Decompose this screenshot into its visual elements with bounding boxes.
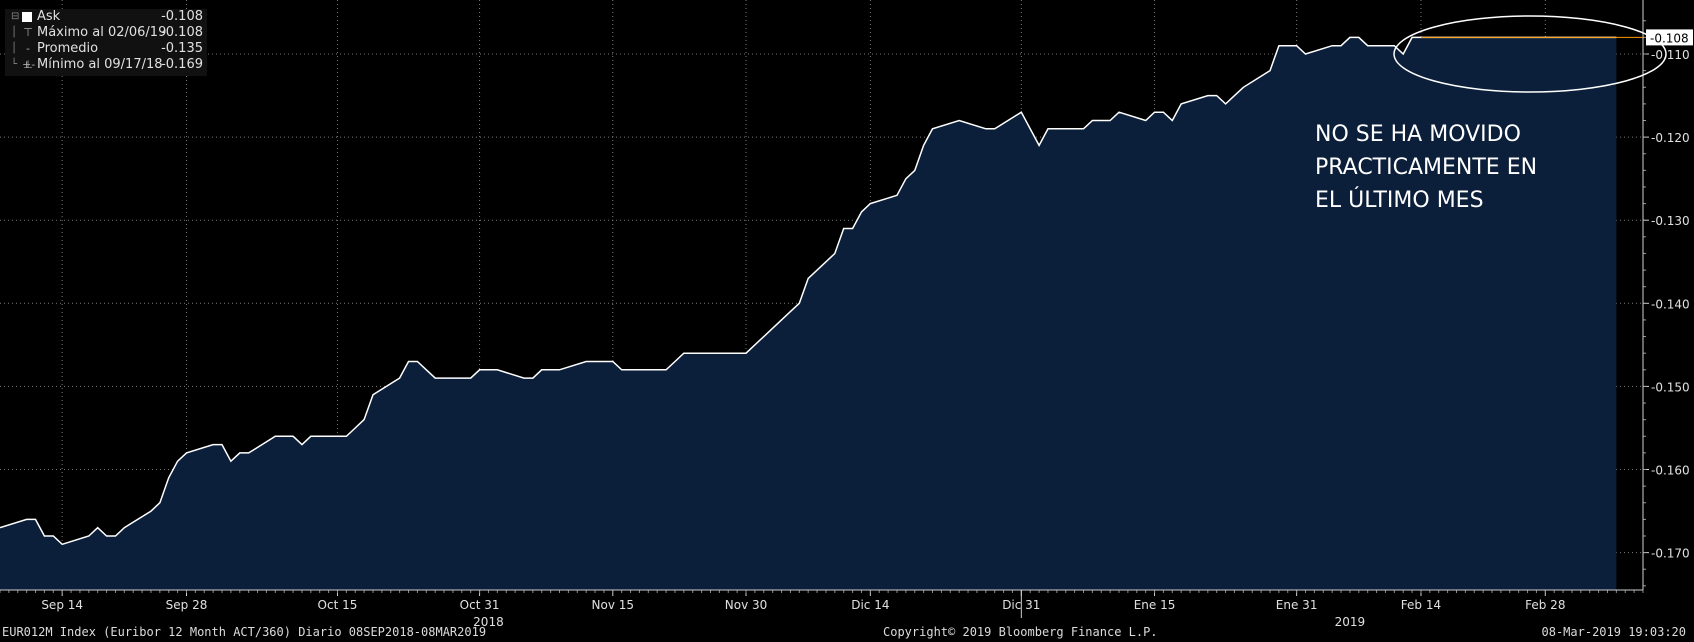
avg-marker-icon: -+- xyxy=(22,42,36,71)
x-tick-label: Ene 15 xyxy=(1134,598,1176,612)
tree-end-icon: └ xyxy=(11,59,18,70)
x-tick-label: Oct 15 xyxy=(318,598,358,612)
collapse-icon[interactable]: ⊟ xyxy=(11,11,20,22)
footer-copyright: Copyright© 2019 Bloomberg Finance L.P. xyxy=(883,625,1158,639)
legend-max-label: Máximo al 02/06/19 xyxy=(37,25,167,40)
x-tick-label: Ene 31 xyxy=(1276,598,1318,612)
annotation-line: PRACTICAMENTE EN xyxy=(1315,155,1538,180)
y-tick-label: -0.150 xyxy=(1651,380,1690,394)
annotation-ellipse xyxy=(1393,15,1667,93)
x-tick-label: Oct 31 xyxy=(460,598,500,612)
x-tick-label: Nov 15 xyxy=(592,598,635,612)
x-tick-label: Feb 28 xyxy=(1525,598,1565,612)
x-tick-label: Dic 14 xyxy=(851,598,889,612)
legend-ask-value: -0.108 xyxy=(161,9,203,24)
x-year-label: 2019 xyxy=(1335,615,1366,629)
y-tick-label: -0.120 xyxy=(1651,131,1690,145)
legend-box: ⊟ Ask -0.108 │ ⊤ Máximo al 02/06/19 -0.1… xyxy=(5,9,207,76)
legend-row-max: │ ⊤ Máximo al 02/06/19 -0.108 xyxy=(5,25,207,41)
ask-swatch-icon xyxy=(22,12,32,22)
last-value-marker: -0.108 xyxy=(1420,29,1693,46)
tree-branch-icon: │ xyxy=(11,27,18,38)
last-value-label: -0.108 xyxy=(1650,31,1689,45)
annotation-line: NO SE HA MOVIDO xyxy=(1315,122,1521,147)
footer-ticker: EUR012M Index (Euribor 12 Month ACT/360)… xyxy=(2,625,487,639)
x-tick-label: Sep 14 xyxy=(41,598,83,612)
legend-avg-value: -0.135 xyxy=(161,41,203,56)
tick-labels: -0.110 -0.120 -0.130 -0.140 -0.150 -0.160 -0.1… xyxy=(41,48,1689,629)
last-value-box xyxy=(1646,29,1693,46)
series-line-ask xyxy=(0,36,1617,546)
x-tick-label: Dic 31 xyxy=(1002,598,1040,612)
x-tick-label: Feb 14 xyxy=(1401,598,1441,612)
y-tick-label: -0.130 xyxy=(1651,214,1690,228)
y-tick-label: -0.160 xyxy=(1651,464,1690,478)
tree-branch-icon: │ xyxy=(11,43,18,54)
legend-row-min: └ ⊥ Mínimo al 09/17/18 -0.169 xyxy=(5,57,207,73)
x-tick-label: Sep 28 xyxy=(166,598,208,612)
legend-row-ask: ⊟ Ask -0.108 xyxy=(5,9,207,25)
y-tick-label: -0.110 xyxy=(1651,48,1690,62)
legend-ask-label: Ask xyxy=(37,9,61,24)
legend-min-label: Mínimo al 09/17/18 xyxy=(37,57,163,72)
x-year-label: 2018 xyxy=(473,615,504,629)
annotation-text: NO SE HA MOVIDO PRACTICAMENTE EN EL ÚLTI… xyxy=(1315,118,1537,217)
legend-max-value: -0.108 xyxy=(161,25,203,40)
min-marker-icon: ⊥ xyxy=(23,58,33,71)
footer-timestamp: 08-Mar-2019 19:03:20 xyxy=(1541,625,1687,639)
y-tick-label: -0.140 xyxy=(1651,297,1690,311)
x-tick-label: Nov 30 xyxy=(725,598,768,612)
series-area-ask xyxy=(0,37,1617,590)
y-tick-label: -0.170 xyxy=(1651,547,1690,561)
legend-avg-label: Promedio xyxy=(37,41,99,56)
legend-row-avg: │ -+- Promedio -0.135 xyxy=(5,41,207,71)
max-marker-icon: ⊤ xyxy=(23,26,33,39)
annotation-line: EL ÚLTIMO MES xyxy=(1315,188,1484,213)
legend-min-value: -0.169 xyxy=(161,57,203,72)
axes xyxy=(0,0,1649,618)
